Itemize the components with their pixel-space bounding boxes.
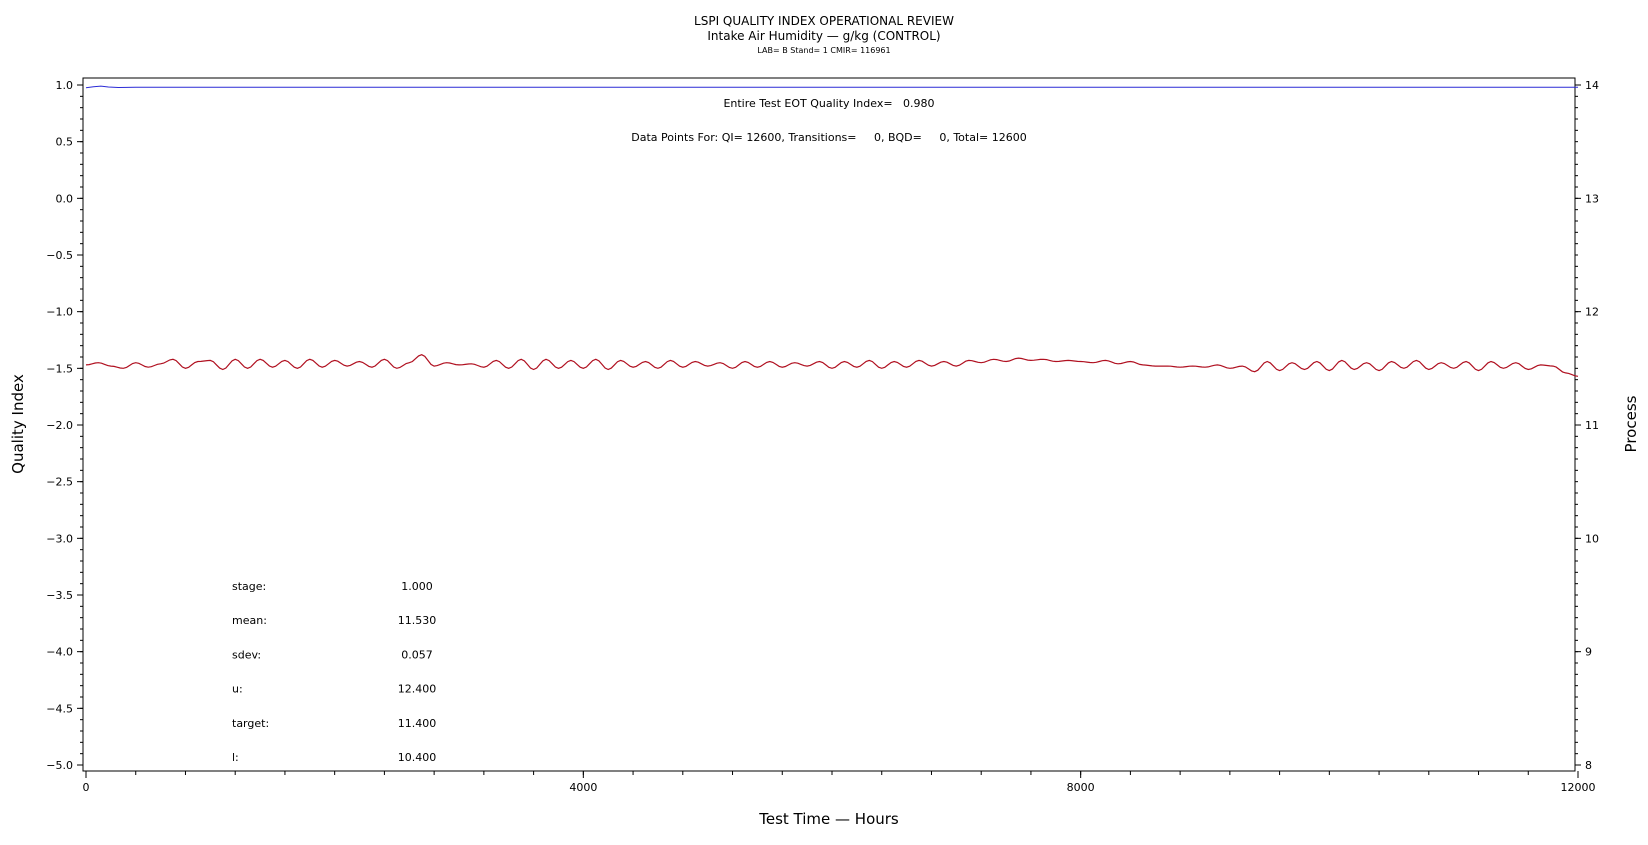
stat-label: l:	[232, 751, 239, 764]
y2-tick-label: 14	[1585, 79, 1599, 92]
chart-title: LSPI QUALITY INDEX OPERATIONAL REVIEW	[694, 14, 954, 28]
stat-value: 10.400	[398, 751, 437, 764]
eot-quality-index-annotation: Entire Test EOT Quality Index= 0.980	[723, 97, 934, 110]
quality-index-series-line	[85, 85, 1578, 89]
y2-tick-label: 12	[1585, 306, 1599, 319]
y-tick-label: −1.5	[46, 362, 73, 375]
data-points-annotation: Data Points For: QI= 12600, Transitions=…	[631, 131, 1026, 144]
x-tick-label: 12000	[1561, 781, 1596, 794]
bottom-axis: 0 4000 8000 12000	[83, 771, 1596, 794]
y-tick-label: −0.5	[46, 249, 73, 262]
y-axis-title: Quality Index	[9, 374, 27, 474]
y2-axis-title: Process	[1622, 395, 1640, 452]
stat-label: target:	[232, 717, 269, 730]
right-axis: 14 13 12 11 10 9 8	[1575, 79, 1599, 772]
y-tick-label: −2.5	[46, 476, 73, 489]
y2-tick-label: 13	[1585, 192, 1599, 205]
y-tick-label: −3.0	[46, 532, 73, 545]
y-tick-label: 0.5	[56, 136, 74, 149]
y2-tick-label: 10	[1585, 532, 1599, 545]
y2-tick-label: 8	[1585, 759, 1592, 772]
stats-block: stage: 1.000 mean: 11.530 sdev: 0.057 u: 12.400…	[232, 580, 436, 764]
stat-value: 12.400	[398, 683, 437, 696]
y-tick-label: −4.5	[46, 702, 73, 715]
y2-tick-label: 11	[1585, 419, 1599, 432]
x-tick-label: 4000	[569, 781, 597, 794]
x-tick-label: 8000	[1067, 781, 1095, 794]
plot-frame	[82, 77, 1576, 772]
stat-value: 0.057	[401, 648, 433, 661]
stat-label: mean:	[232, 614, 267, 627]
left-axis: 1.0 0.5 0.0 −0.5 −1.0 −1.5 −2.0 −2.5 −3.0 −3.5 −4.…	[46, 79, 83, 772]
y-tick-label: −3.5	[46, 589, 73, 602]
y-tick-label: 1.0	[56, 79, 74, 92]
stat-value: 1.000	[401, 580, 433, 593]
y2-tick-label: 9	[1585, 646, 1592, 659]
y-tick-label: −2.0	[46, 419, 73, 432]
x-axis-title: Test Time — Hours	[758, 810, 899, 828]
stat-label: u:	[232, 683, 243, 696]
y-tick-label: −1.0	[46, 306, 73, 319]
x-tick-label: 0	[83, 781, 90, 794]
series-layer	[85, 85, 1579, 377]
stat-value: 11.400	[398, 717, 437, 730]
y-tick-label: −4.0	[46, 646, 73, 659]
chart-subtitle: Intake Air Humidity — g/kg (CONTROL)	[707, 29, 940, 43]
stat-label: stage:	[232, 580, 266, 593]
chart-subtitle-lab: LAB= B Stand= 1 CMIR= 116961	[757, 46, 890, 55]
stat-label: sdev:	[232, 648, 261, 661]
stat-value: 11.530	[398, 614, 437, 627]
process-series-line	[85, 354, 1579, 377]
y-tick-label: −5.0	[46, 759, 73, 772]
y-tick-label: 0.0	[56, 192, 74, 205]
